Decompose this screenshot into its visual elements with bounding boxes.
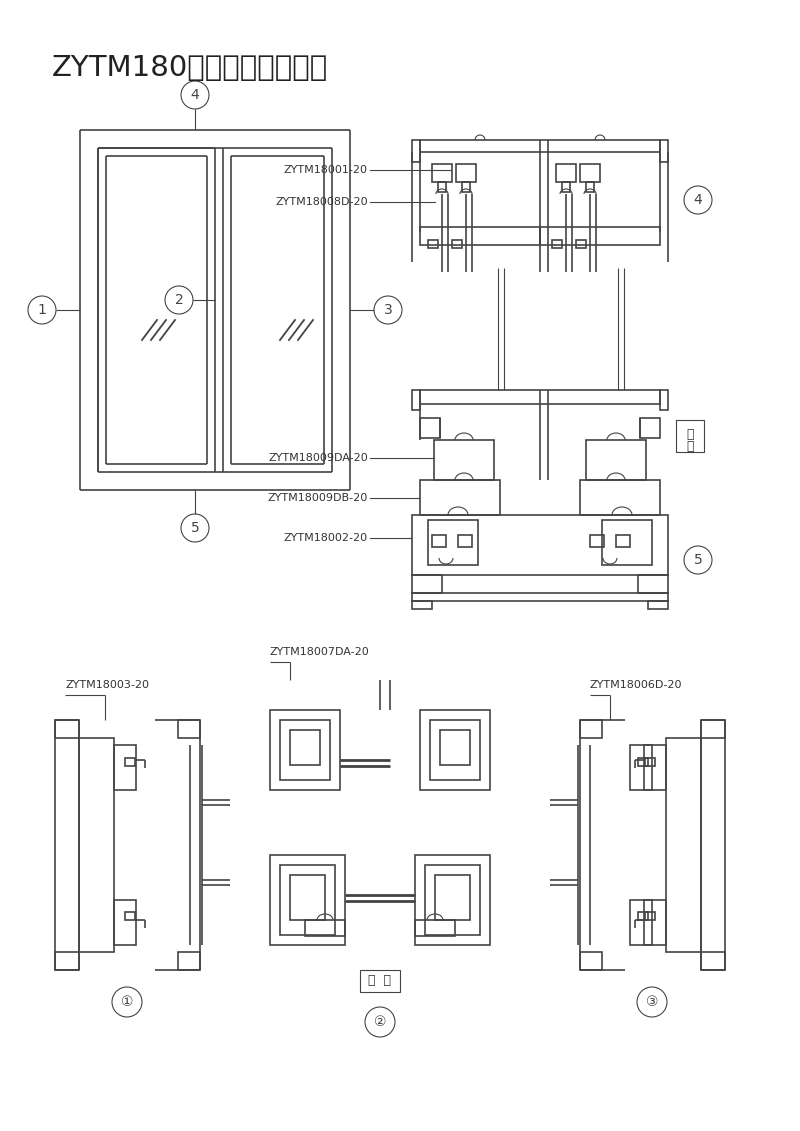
Bar — [638, 575, 668, 593]
Bar — [640, 418, 660, 438]
Bar — [55, 720, 79, 739]
Bar — [412, 390, 420, 411]
Text: ①: ① — [121, 995, 134, 1009]
Bar — [125, 758, 135, 766]
Bar — [415, 920, 455, 936]
Bar — [305, 920, 345, 936]
Bar — [290, 875, 325, 920]
Bar — [434, 440, 494, 480]
Text: 1: 1 — [38, 303, 46, 317]
Bar — [630, 745, 652, 789]
Bar — [438, 182, 446, 192]
Bar — [280, 865, 335, 935]
Bar — [428, 240, 438, 248]
Text: 外: 外 — [686, 440, 694, 454]
Bar — [280, 720, 330, 780]
Bar — [114, 900, 136, 946]
Bar — [660, 390, 668, 411]
Bar — [562, 182, 570, 192]
Text: 3: 3 — [384, 303, 392, 317]
Bar — [701, 720, 725, 739]
Bar — [645, 758, 655, 766]
Bar — [435, 875, 470, 920]
Text: ZYTM18001-20: ZYTM18001-20 — [284, 165, 368, 175]
Text: ZYTM18007DA-20: ZYTM18007DA-20 — [270, 647, 370, 657]
Bar — [114, 745, 136, 789]
Bar — [645, 912, 655, 920]
Text: ZYTM18006D-20: ZYTM18006D-20 — [590, 680, 682, 690]
Bar — [270, 710, 340, 789]
Bar — [630, 900, 652, 946]
Bar — [701, 952, 725, 970]
Text: ZYTM18002-20: ZYTM18002-20 — [284, 533, 368, 543]
Text: ZYTM180系列推拉门结构图: ZYTM180系列推拉门结构图 — [52, 54, 328, 83]
Text: 2: 2 — [174, 293, 183, 307]
Bar — [412, 140, 420, 162]
Bar — [79, 739, 114, 952]
Bar — [428, 520, 478, 566]
Bar — [412, 515, 668, 575]
Bar — [666, 739, 701, 952]
Bar — [452, 240, 462, 248]
Bar — [430, 720, 480, 780]
Text: ③: ③ — [646, 995, 658, 1009]
Bar — [290, 729, 320, 765]
Bar — [552, 240, 562, 248]
Text: ②: ② — [374, 1015, 386, 1029]
Text: ZYTM18003-20: ZYTM18003-20 — [65, 680, 149, 690]
Bar — [462, 182, 470, 192]
Bar — [586, 440, 646, 480]
Bar — [178, 952, 200, 970]
Bar — [420, 480, 500, 515]
Bar — [580, 480, 660, 515]
Bar — [638, 912, 648, 920]
Bar — [360, 970, 400, 992]
Bar — [638, 758, 648, 766]
Bar — [556, 164, 576, 182]
Bar — [425, 865, 480, 935]
Bar — [580, 720, 602, 739]
Bar — [412, 593, 668, 601]
Bar — [415, 855, 490, 946]
Bar — [125, 912, 135, 920]
Bar — [178, 720, 200, 739]
Bar — [644, 900, 666, 946]
Bar — [648, 601, 668, 608]
Bar — [576, 240, 586, 248]
Text: 室: 室 — [686, 428, 694, 441]
Bar — [412, 601, 432, 608]
Bar — [616, 535, 630, 547]
Bar — [55, 952, 79, 970]
Bar — [440, 729, 470, 765]
Text: ZYTM18009DB-20: ZYTM18009DB-20 — [268, 493, 368, 503]
Bar — [644, 745, 666, 789]
Bar — [458, 535, 472, 547]
Bar — [420, 140, 660, 152]
Text: 4: 4 — [190, 88, 199, 102]
Text: 室  外: 室 外 — [369, 975, 391, 987]
Bar — [580, 164, 600, 182]
Text: ZYTM18009DA-20: ZYTM18009DA-20 — [268, 454, 368, 463]
Bar — [586, 182, 594, 192]
Bar — [420, 227, 540, 245]
Bar — [270, 855, 345, 946]
Bar — [660, 140, 668, 162]
Bar — [540, 227, 660, 245]
Text: 5: 5 — [190, 521, 199, 535]
Bar — [420, 710, 490, 789]
Text: 4: 4 — [694, 193, 702, 207]
Bar — [432, 164, 452, 182]
Text: ZYTM18008D-20: ZYTM18008D-20 — [275, 197, 368, 207]
Bar — [590, 535, 604, 547]
Bar — [432, 535, 446, 547]
Text: 5: 5 — [694, 553, 702, 567]
Bar — [602, 520, 652, 566]
Bar — [412, 575, 442, 593]
Bar — [420, 418, 440, 438]
Bar — [580, 952, 602, 970]
Bar — [676, 420, 704, 452]
Bar — [456, 164, 476, 182]
Bar — [420, 390, 660, 404]
